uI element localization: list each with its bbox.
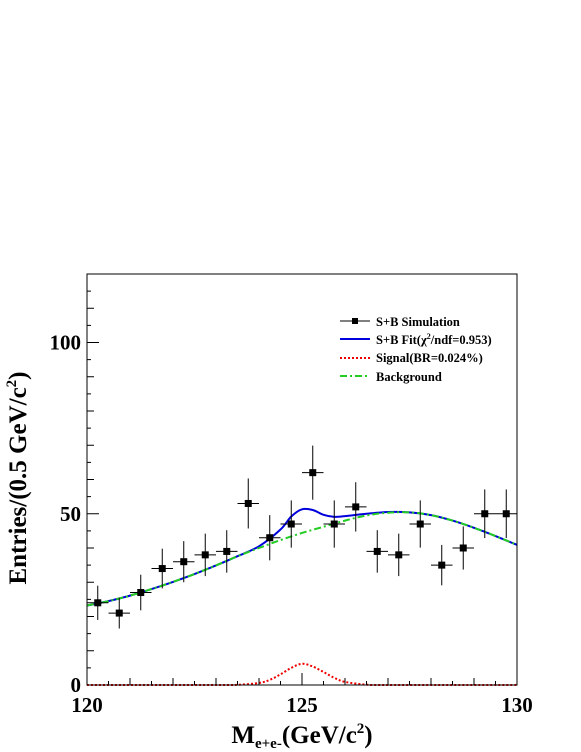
x-tick-label: 130 bbox=[501, 693, 533, 717]
point-marker bbox=[438, 561, 446, 569]
point-marker bbox=[223, 547, 231, 555]
point-marker bbox=[502, 510, 510, 518]
y-axis-title-sup: 2 bbox=[4, 380, 20, 388]
data-point bbox=[130, 574, 152, 611]
point-marker bbox=[180, 558, 188, 566]
legend-simulation-marker bbox=[352, 318, 358, 324]
data-point bbox=[345, 482, 367, 532]
x-axis-title: Me+e-(GeV/c2) bbox=[231, 721, 372, 752]
legend-fit-text-chi: χ bbox=[420, 333, 427, 347]
data-point bbox=[173, 541, 195, 583]
point-marker bbox=[287, 520, 295, 528]
axis-ticks: 120 125 130 0 50 100 bbox=[50, 273, 533, 717]
data-point bbox=[366, 530, 388, 573]
y-tick-label: 0 bbox=[71, 673, 82, 697]
point-marker bbox=[330, 520, 338, 528]
point-marker bbox=[481, 510, 489, 518]
data-point bbox=[495, 489, 517, 539]
x-axis-title-sub: e+e- bbox=[255, 736, 282, 752]
data-point bbox=[237, 478, 259, 529]
x-tick-label: 125 bbox=[286, 693, 318, 717]
background-curve bbox=[86, 511, 518, 607]
point-marker bbox=[244, 499, 252, 507]
point-marker bbox=[309, 469, 317, 477]
x-axis-title-close: ) bbox=[364, 722, 372, 749]
data-point bbox=[388, 533, 410, 577]
point-marker bbox=[395, 551, 403, 559]
data-point bbox=[259, 515, 281, 561]
data-point bbox=[452, 526, 474, 570]
y-tick-label: 100 bbox=[50, 331, 82, 355]
data-point bbox=[323, 500, 345, 548]
legend-fit-text-sup: 2 bbox=[427, 332, 431, 341]
point-marker bbox=[137, 589, 145, 597]
legend-background-text: Background bbox=[376, 370, 442, 384]
data-points bbox=[87, 445, 517, 629]
x-axis-title-rest: (GeV/c bbox=[282, 722, 357, 749]
legend-fit-text-pre: S+B Fit( bbox=[376, 333, 421, 347]
data-point bbox=[194, 533, 216, 577]
point-marker bbox=[373, 547, 381, 555]
point-marker bbox=[94, 599, 102, 607]
point-marker bbox=[115, 609, 123, 617]
data-point bbox=[87, 585, 109, 620]
legend-fit-text: S+B Fit(χ2/ndf=0.953) bbox=[376, 332, 492, 347]
point-marker bbox=[352, 503, 360, 511]
y-tick-label: 50 bbox=[60, 502, 81, 526]
legend: S+B Simulation S+B Fit(χ2/ndf=0.953) Sig… bbox=[340, 315, 492, 384]
point-marker bbox=[416, 520, 424, 528]
x-tick-label: 120 bbox=[71, 693, 103, 717]
y-axis-title-close: ) bbox=[5, 371, 32, 379]
y-axis-title: Entries/(0.5 GeV/c2) bbox=[4, 371, 32, 584]
point-marker bbox=[459, 544, 467, 552]
data-point bbox=[151, 548, 173, 589]
point-marker bbox=[266, 534, 274, 542]
data-point bbox=[108, 597, 130, 629]
x-axis-title-sup: 2 bbox=[357, 721, 365, 737]
legend-signal-text: Signal(BR=0.024%) bbox=[376, 351, 483, 365]
y-axis-title-main: Entries/(0.5 GeV/c bbox=[5, 387, 32, 584]
data-point bbox=[280, 500, 302, 548]
data-point bbox=[431, 544, 453, 586]
legend-simulation-text: S+B Simulation bbox=[376, 315, 460, 329]
data-point bbox=[302, 445, 324, 500]
data-point bbox=[216, 530, 238, 573]
point-marker bbox=[158, 565, 166, 573]
data-point bbox=[474, 489, 496, 539]
point-marker bbox=[201, 551, 209, 559]
data-point bbox=[409, 500, 431, 548]
legend-fit-text-post: /ndf=0.953) bbox=[430, 333, 492, 347]
x-axis-title-main: M bbox=[231, 722, 255, 749]
